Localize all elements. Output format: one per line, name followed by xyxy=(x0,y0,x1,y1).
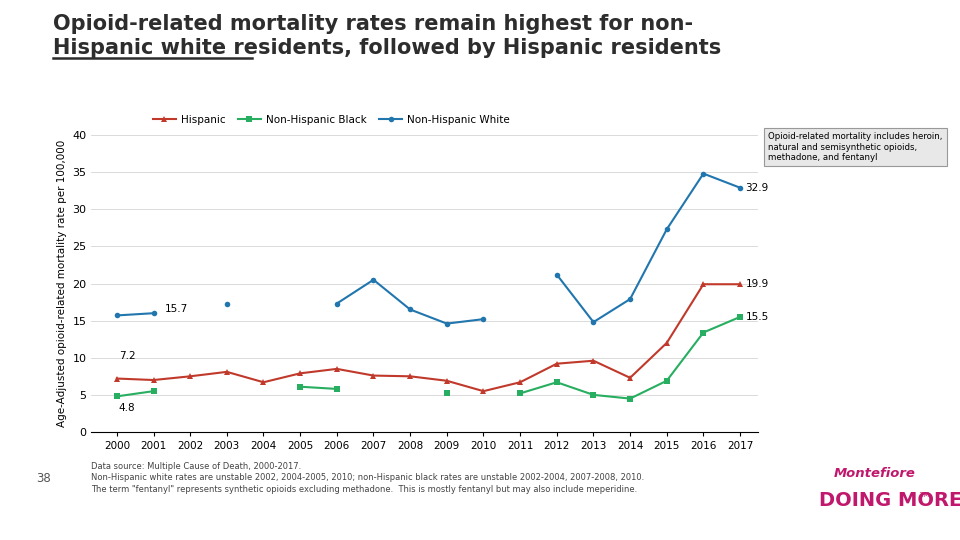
Text: DOING MORE: DOING MORE xyxy=(819,491,960,510)
Hispanic xyxy=(148,377,159,383)
Hispanic xyxy=(515,379,526,386)
Non-Hispanic White xyxy=(734,185,746,191)
Non-Hispanic Black xyxy=(441,389,452,396)
Text: Opioid-related mortality rates remain highest for non-
Hispanic white residents,: Opioid-related mortality rates remain hi… xyxy=(53,14,721,57)
Non-Hispanic White xyxy=(551,272,563,278)
Hispanic xyxy=(734,281,746,287)
Non-Hispanic White xyxy=(111,312,123,319)
Text: Opioid-related mortality includes heroin,
natural and semisynthetic opioids,
met: Opioid-related mortality includes heroin… xyxy=(768,132,943,162)
Non-Hispanic White xyxy=(148,310,159,316)
Hispanic xyxy=(404,373,416,380)
Hispanic xyxy=(478,388,490,394)
Non-Hispanic White xyxy=(588,319,599,325)
Hispanic xyxy=(295,370,306,376)
Non-Hispanic White xyxy=(661,226,673,233)
Non-Hispanic Black xyxy=(331,386,343,392)
Hispanic xyxy=(624,375,636,381)
Non-Hispanic Black xyxy=(515,390,526,396)
Hispanic xyxy=(441,377,452,384)
Non-Hispanic White xyxy=(221,300,232,307)
Non-Hispanic Black xyxy=(698,329,709,336)
Non-Hispanic Black xyxy=(551,379,563,386)
Non-Hispanic Black xyxy=(588,392,599,398)
Text: Montefiore: Montefiore xyxy=(833,467,915,480)
Text: 15.5: 15.5 xyxy=(746,312,769,322)
Non-Hispanic Black xyxy=(661,377,673,384)
Non-Hispanic White xyxy=(441,320,452,327)
Non-Hispanic Black xyxy=(148,388,159,394)
Text: TM: TM xyxy=(919,492,929,498)
Text: 38: 38 xyxy=(36,472,51,485)
Non-Hispanic Black xyxy=(111,393,123,400)
Line: Non-Hispanic Black: Non-Hispanic Black xyxy=(114,314,743,401)
Legend: Hispanic, Non-Hispanic Black, Non-Hispanic White: Hispanic, Non-Hispanic Black, Non-Hispan… xyxy=(149,111,515,129)
Non-Hispanic Black xyxy=(734,314,746,320)
Non-Hispanic Black xyxy=(624,395,636,402)
Hispanic xyxy=(184,373,196,380)
Non-Hispanic White xyxy=(478,316,490,322)
Text: 7.2: 7.2 xyxy=(119,350,135,361)
Hispanic xyxy=(331,366,343,372)
Hispanic xyxy=(111,375,123,382)
Hispanic xyxy=(588,357,599,364)
Non-Hispanic White xyxy=(331,300,343,307)
Hispanic xyxy=(698,281,709,287)
Hispanic xyxy=(257,379,269,386)
Text: 15.7: 15.7 xyxy=(164,305,188,314)
Line: Non-Hispanic White: Non-Hispanic White xyxy=(114,171,743,326)
Y-axis label: Age-Adjusted opioid-related mortality rate per 100,000: Age-Adjusted opioid-related mortality ra… xyxy=(57,140,66,427)
Hispanic xyxy=(551,361,563,367)
Non-Hispanic White xyxy=(368,276,379,283)
Text: Data source: Multiple Cause of Death, 2000-2017.
Non-Hispanic white rates are un: Data source: Multiple Cause of Death, 20… xyxy=(91,462,644,494)
Non-Hispanic White xyxy=(698,171,709,177)
Hispanic xyxy=(661,340,673,346)
Text: 4.8: 4.8 xyxy=(119,403,135,414)
Non-Hispanic White xyxy=(624,296,636,302)
Non-Hispanic White xyxy=(404,306,416,313)
Text: 32.9: 32.9 xyxy=(746,183,769,193)
Non-Hispanic Black xyxy=(295,383,306,390)
Line: Hispanic: Hispanic xyxy=(113,281,743,394)
Hispanic xyxy=(368,373,379,379)
Text: 19.9: 19.9 xyxy=(746,279,769,289)
Hispanic xyxy=(221,369,232,375)
